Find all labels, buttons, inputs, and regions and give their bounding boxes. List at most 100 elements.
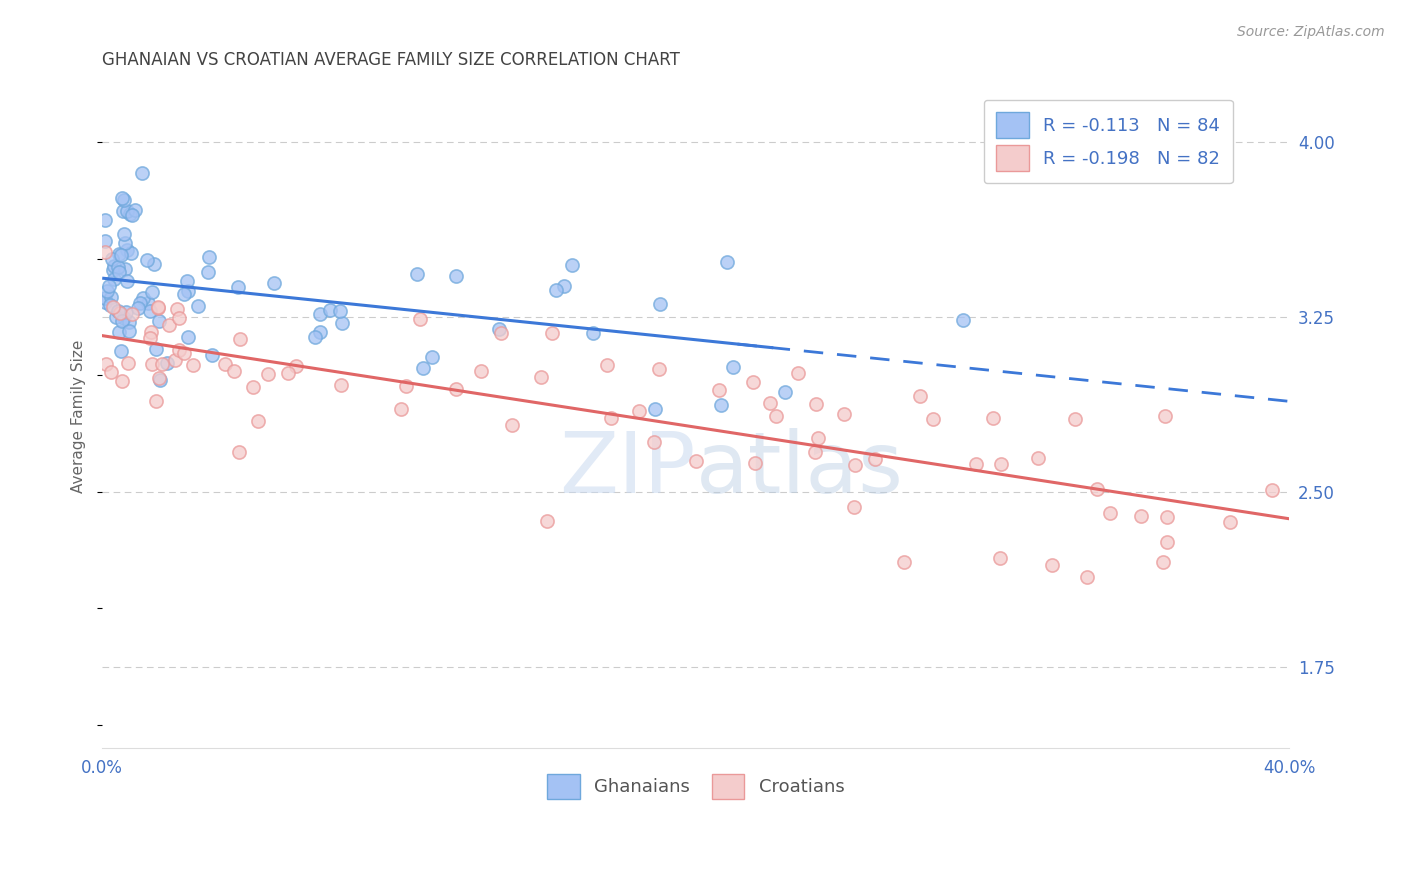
Point <box>707 383 730 397</box>
Point <box>627 404 650 418</box>
Point <box>990 550 1012 565</box>
Point <box>710 398 733 412</box>
Point <box>112 310 135 325</box>
Point <box>263 276 285 290</box>
Point <box>952 313 974 327</box>
Point <box>759 395 782 409</box>
Point <box>319 302 342 317</box>
Point <box>596 359 619 373</box>
Point <box>803 445 825 459</box>
Point <box>145 394 167 409</box>
Y-axis label: Average Family Size: Average Family Size <box>72 339 86 492</box>
Point <box>1219 515 1241 529</box>
Point <box>197 265 219 279</box>
Point <box>309 307 332 321</box>
Point <box>112 227 135 241</box>
Point <box>561 258 583 272</box>
Point <box>110 248 132 262</box>
Legend: Ghanaians, Croatians: Ghanaians, Croatians <box>534 761 858 812</box>
Point <box>285 359 308 373</box>
Point <box>139 303 162 318</box>
Point <box>103 263 125 277</box>
Point <box>981 411 1004 425</box>
Point <box>120 246 142 260</box>
Point <box>139 325 162 339</box>
Point <box>544 283 567 297</box>
Point <box>990 457 1012 471</box>
Point <box>1130 509 1153 524</box>
Point <box>187 299 209 313</box>
Point <box>115 274 138 288</box>
Point <box>100 290 122 304</box>
Point <box>94 234 117 248</box>
Point <box>111 203 134 218</box>
Text: ZIP: ZIP <box>560 427 696 511</box>
Point <box>100 298 122 312</box>
Point <box>1156 534 1178 549</box>
Point <box>329 303 352 318</box>
Point <box>104 310 127 324</box>
Point <box>965 458 987 472</box>
Point <box>166 302 188 317</box>
Point <box>501 417 523 432</box>
Point <box>832 407 855 421</box>
Point <box>143 257 166 271</box>
Point <box>277 367 299 381</box>
Point <box>136 252 159 267</box>
Point <box>201 348 224 362</box>
Point <box>214 357 236 371</box>
Point <box>94 213 117 227</box>
Point <box>247 414 270 428</box>
Point <box>131 165 153 179</box>
Point <box>96 284 118 298</box>
Text: Source: ZipAtlas.com: Source: ZipAtlas.com <box>1237 25 1385 39</box>
Point <box>488 322 510 336</box>
Point <box>420 350 443 364</box>
Point <box>744 456 766 470</box>
Point <box>110 305 132 319</box>
Point <box>117 355 139 369</box>
Point <box>222 364 245 378</box>
Point <box>389 402 412 417</box>
Point <box>183 358 205 372</box>
Point <box>173 286 195 301</box>
Point <box>129 296 152 310</box>
Point <box>94 244 117 259</box>
Point <box>156 356 179 370</box>
Point <box>844 500 866 514</box>
Point <box>117 315 139 329</box>
Point <box>922 412 945 426</box>
Point <box>141 285 163 299</box>
Point <box>412 360 434 375</box>
Point <box>1085 483 1108 497</box>
Point <box>742 376 765 390</box>
Point <box>94 291 117 305</box>
Point <box>685 454 707 468</box>
Point <box>908 389 931 403</box>
Point <box>176 284 198 298</box>
Point <box>1152 555 1174 569</box>
Point <box>444 268 467 283</box>
Point <box>1026 450 1049 465</box>
Point <box>94 295 117 310</box>
Point <box>107 265 129 279</box>
Point <box>893 555 915 569</box>
Point <box>765 409 787 424</box>
Point <box>406 267 429 281</box>
Point <box>643 435 665 450</box>
Point <box>148 301 170 315</box>
Point <box>103 259 125 273</box>
Point <box>114 261 136 276</box>
Point <box>110 343 132 358</box>
Point <box>773 385 796 400</box>
Point <box>541 326 564 340</box>
Point <box>721 359 744 374</box>
Point <box>229 333 252 347</box>
Point <box>94 357 117 371</box>
Point <box>446 383 468 397</box>
Point <box>1076 570 1098 584</box>
Point <box>648 362 671 376</box>
Point <box>600 410 623 425</box>
Point <box>115 305 138 319</box>
Point <box>141 357 163 371</box>
